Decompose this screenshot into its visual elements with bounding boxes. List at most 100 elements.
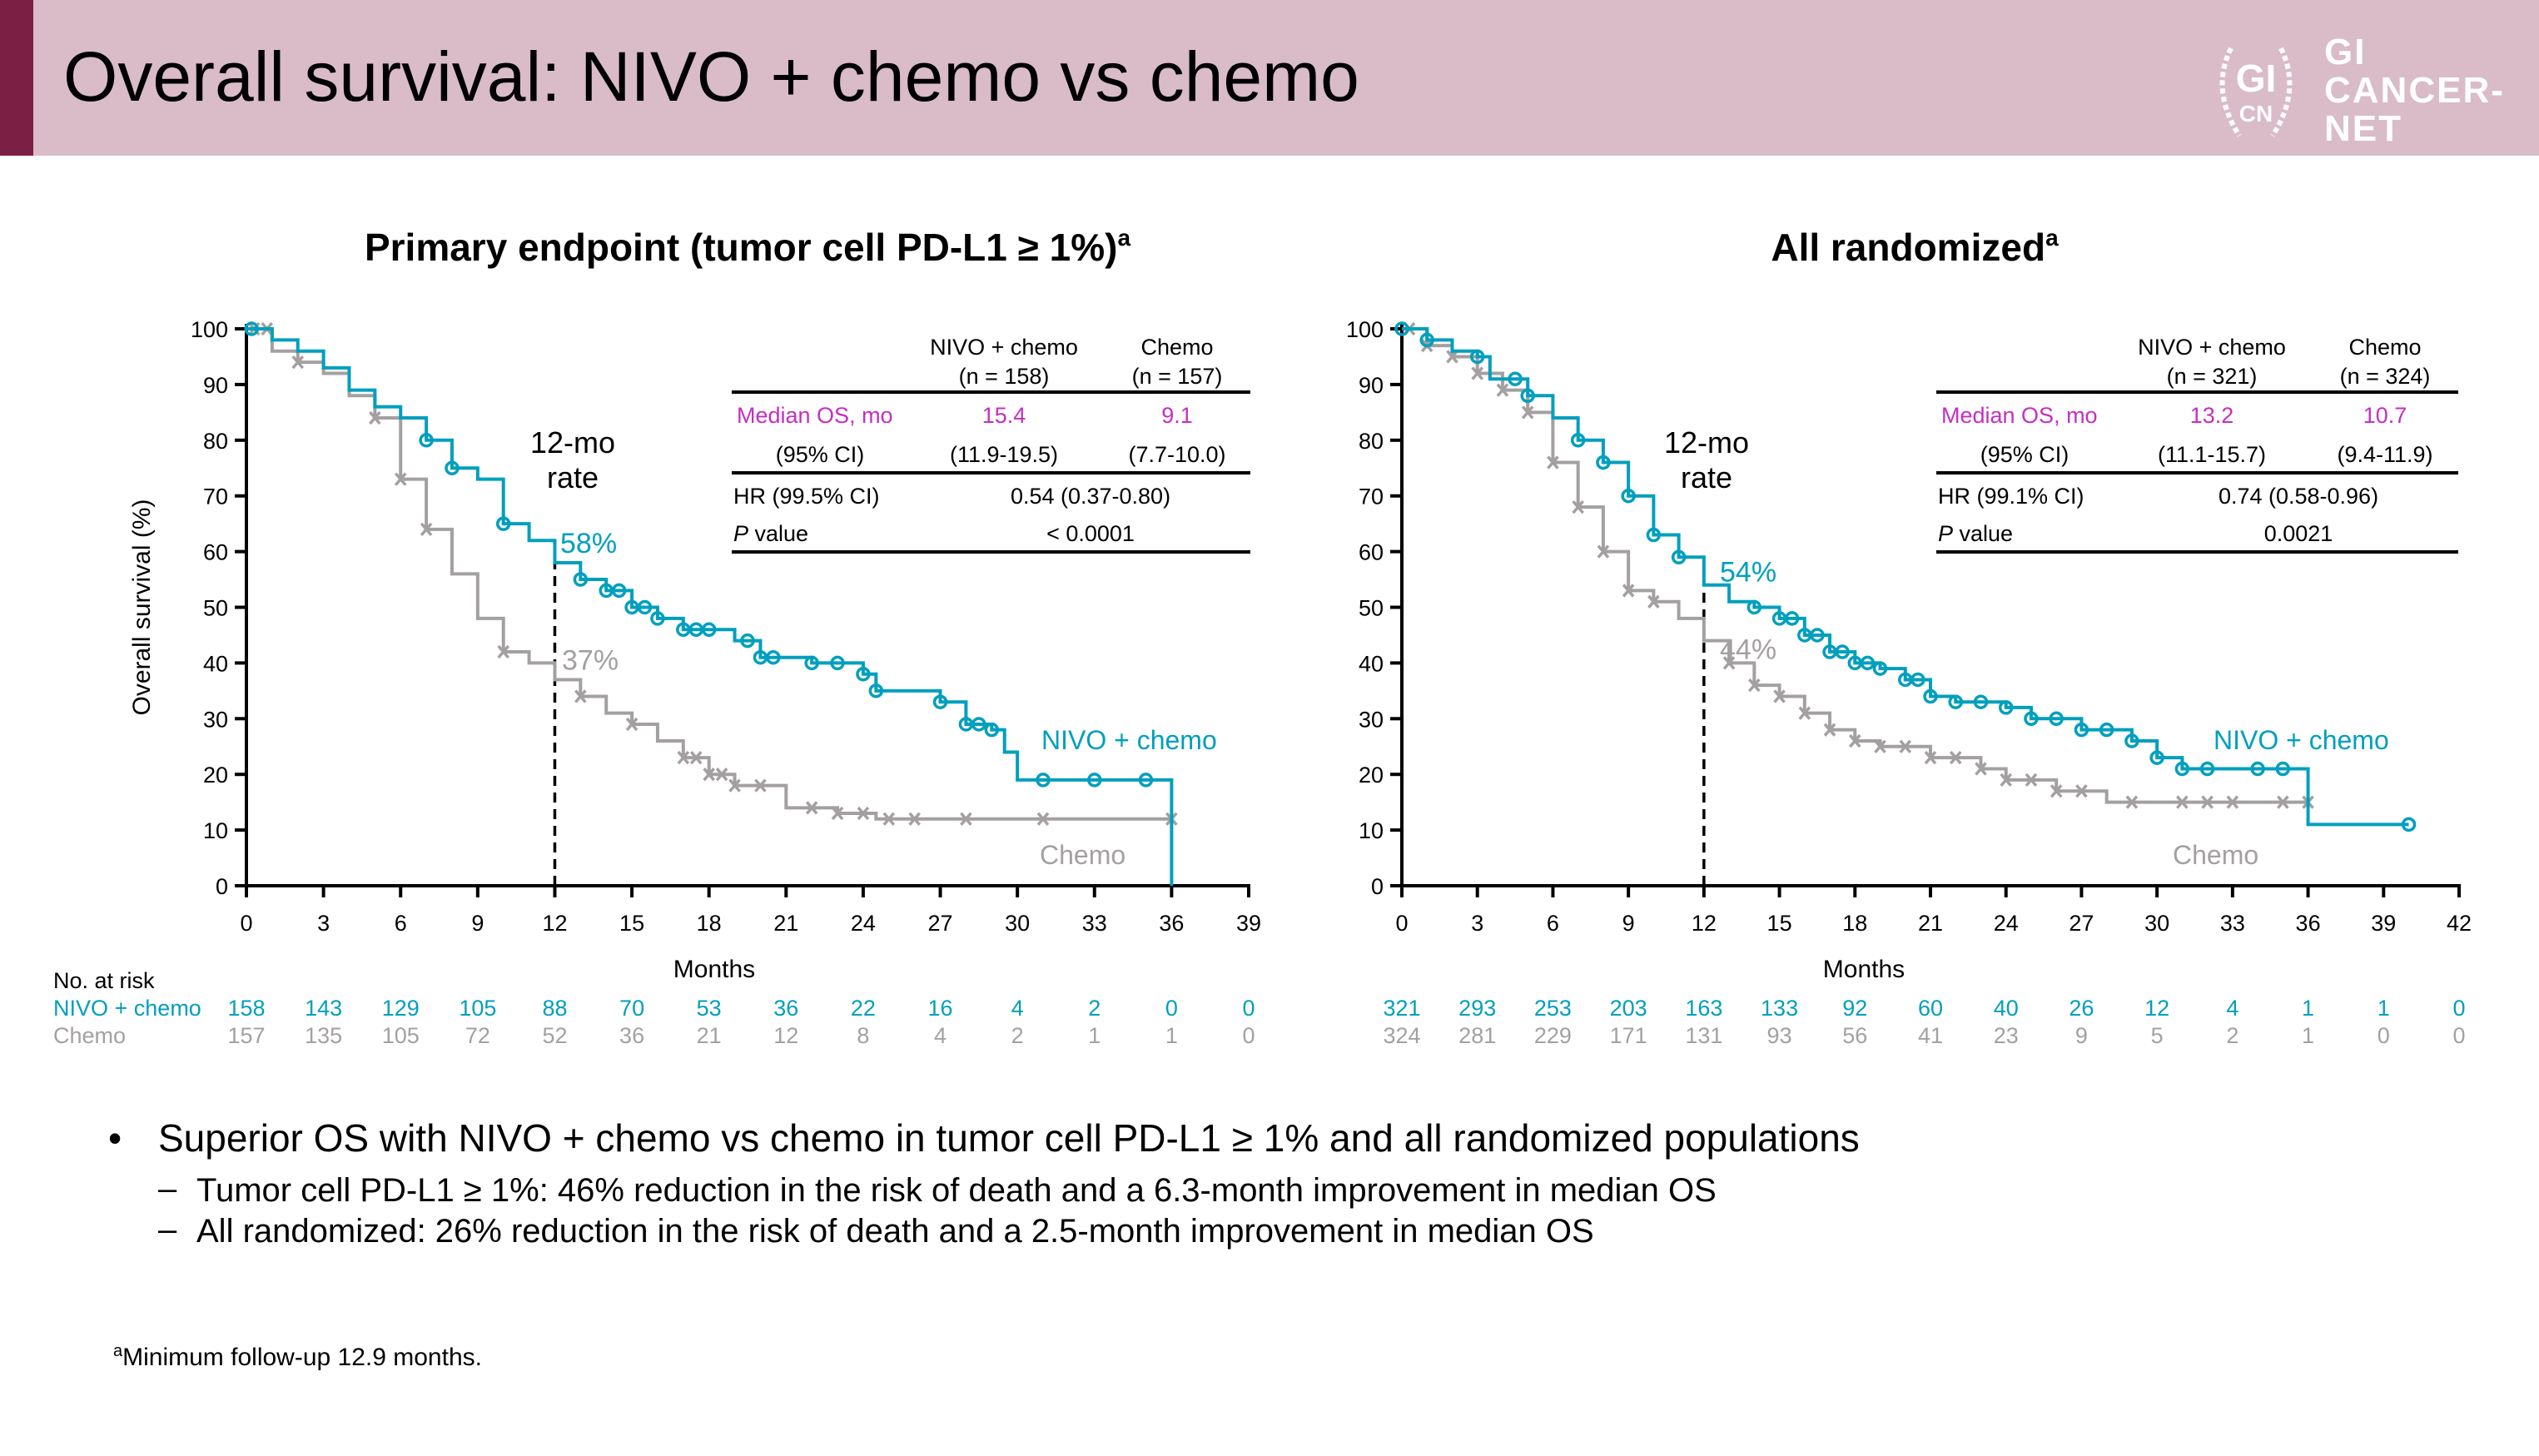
ci-value: (7.7-10.0) (1128, 442, 1225, 467)
svg-text:GI: GI (2236, 57, 2277, 100)
nivo-censor-marker (971, 717, 986, 732)
median-os-label: Median OS, mo (737, 403, 893, 428)
nivo-censor-marker (868, 683, 884, 698)
chemo-censor-marker (2050, 784, 2063, 798)
chemo-curve-label: Chemo (2173, 840, 2258, 870)
nivo-censor-marker (2024, 711, 2039, 727)
nivo-censor-marker (1419, 332, 1434, 348)
hr-label: HR (99.5% CI) (733, 484, 880, 509)
at-risk-chemo-value: 93 (1767, 1023, 1792, 1048)
nivo-survival-curve (1402, 327, 2409, 827)
nivo-censor-marker (1646, 527, 1662, 543)
col-header: NIVO + chemo (930, 335, 1078, 360)
at-risk-nivo-value: 0 (2452, 996, 2465, 1021)
nivo-censor-marker (1087, 773, 1102, 788)
p-italic: P (1938, 521, 1953, 546)
nivo-censor-marker (1973, 694, 1989, 709)
at-risk-nivo-value: 158 (227, 996, 265, 1021)
col-header-n: (n = 321) (2167, 364, 2258, 389)
chemo-censor-marker (1899, 739, 1912, 753)
x-tick-label: 0 (240, 911, 252, 936)
p-italic: P (733, 521, 748, 546)
at-risk-chemo-value: 23 (1994, 1023, 2019, 1048)
at-risk-nivo-value: 40 (1994, 996, 2019, 1021)
chemo-censor-marker (1848, 733, 1861, 748)
header-banner: Overall survival: NIVO + chemo vs chemo … (0, 0, 2539, 156)
nivo-censor-marker (1508, 371, 1523, 386)
nivo-censor-marker (1394, 321, 1409, 336)
p-value-label: P value (733, 521, 808, 546)
at-risk-chemo-value: 4 (934, 1023, 947, 1048)
nivo-censor-marker (1998, 700, 2014, 715)
at-risk-chemo-value: 1 (1088, 1023, 1101, 1048)
x-tick-label: 36 (2296, 911, 2321, 936)
hr-value: 0.74 (0.58-0.96) (2219, 484, 2378, 509)
title-superscript: a (1117, 225, 1130, 251)
y-tick-label: 70 (1359, 485, 1384, 509)
chemo-censor-marker (1798, 706, 1811, 720)
chemo-censor-marker (574, 689, 587, 703)
nivo-censor-marker (984, 722, 1000, 738)
nivo-censor-marker (932, 694, 948, 709)
chemo-censor-marker (689, 750, 703, 765)
chemo-censor-marker (1924, 750, 1937, 765)
landmark-label: rate (1681, 460, 1732, 494)
at-risk-nivo-value: 143 (305, 996, 342, 1021)
chemo-censor-marker (394, 472, 407, 486)
at-risk-nivo-value: 53 (697, 996, 722, 1021)
ci-value: (11.9-19.5) (950, 442, 1058, 467)
at-risk-nivo-value: 70 (619, 996, 644, 1021)
at-risk-nivo-value: 88 (542, 996, 567, 1021)
nivo-censor-marker (1784, 611, 1800, 626)
dash-icon: – (158, 1170, 177, 1207)
nivo-censor-marker (1520, 388, 1535, 404)
laurel-seal-icon: GI CN (2219, 47, 2293, 137)
y-tick-label: 10 (203, 818, 228, 843)
nivo-censor-marker (1570, 433, 1586, 448)
landmark-label: 12-mo (1664, 425, 1749, 460)
nivo-12mo-rate: 58% (560, 528, 617, 559)
at-risk-nivo-value: 1 (2302, 996, 2314, 1021)
nivo-censor-marker (419, 433, 434, 448)
nivo-censor-marker (1810, 628, 1825, 643)
y-tick-label: 100 (191, 317, 228, 342)
at-risk-table: 3213242932812532292031711631311339392566… (1383, 996, 2465, 1048)
p-value: < 0.0001 (1046, 521, 1135, 546)
at-risk-row-label-nivo: NIVO + chemo (53, 996, 201, 1021)
chemo-survival-curve (246, 327, 1172, 821)
at-risk-chemo-value: 324 (1383, 1023, 1420, 1048)
nivo-censor-marker (1910, 672, 1925, 688)
at-risk-row-label-chemo: Chemo (53, 1023, 126, 1048)
x-tick-label: 42 (2447, 911, 2472, 936)
x-tick-label: 33 (1082, 911, 1107, 936)
at-risk-chemo-value: 1 (2302, 1023, 2314, 1048)
nivo-censor-marker (1596, 455, 1611, 470)
nivo-censor-marker (1948, 694, 1963, 709)
col-header: NIVO + chemo (2138, 335, 2286, 360)
nivo-censor-marker (1872, 661, 1888, 676)
x-tick-label: 21 (773, 911, 798, 936)
y-tick-label: 90 (203, 373, 228, 398)
nivo-censor-marker (2199, 761, 2215, 777)
landmark-label: rate (547, 460, 599, 494)
nivo-censor-marker (2124, 733, 2139, 748)
nivo-curve-label: NIVO + chemo (2214, 725, 2389, 755)
chemo-censor-marker (497, 644, 510, 659)
at-risk-nivo-value: 92 (1842, 996, 1867, 1021)
nivo-censor-marker (2174, 761, 2190, 777)
nivo-censor-marker (856, 667, 871, 682)
nivo-censor-marker (611, 583, 627, 599)
col-header: Chemo (1140, 335, 1213, 360)
x-axis-label: Months (673, 956, 755, 983)
at-risk-chemo-value: 105 (382, 1023, 420, 1048)
at-risk-nivo-value: 133 (1761, 996, 1798, 1021)
p-value: 0.0021 (2264, 521, 2333, 546)
chart-panel-1: Primary endpoint (tumor cell PD-L1 ≥ 1%)… (53, 225, 1261, 1048)
nivo-censor-marker (2074, 722, 2089, 738)
chemo-curve-label: Chemo (1040, 840, 1125, 870)
y-tick-label: 50 (1359, 596, 1384, 621)
at-risk-chemo-value: 171 (1610, 1023, 1647, 1048)
nivo-censor-marker (495, 516, 511, 531)
col-header-n: (n = 324) (2340, 364, 2431, 389)
